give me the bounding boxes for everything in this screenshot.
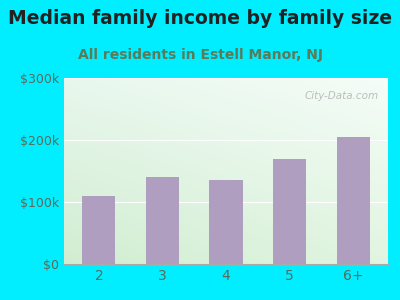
Text: City-Data.com: City-Data.com	[304, 91, 378, 101]
Bar	[273, 159, 306, 264]
Text: Median family income by family size: Median family income by family size	[8, 9, 392, 28]
Bar	[336, 137, 370, 264]
Text: All residents in Estell Manor, NJ: All residents in Estell Manor, NJ	[78, 48, 322, 62]
Bar	[146, 177, 179, 264]
Bar	[82, 196, 116, 264]
Bar	[210, 180, 242, 264]
